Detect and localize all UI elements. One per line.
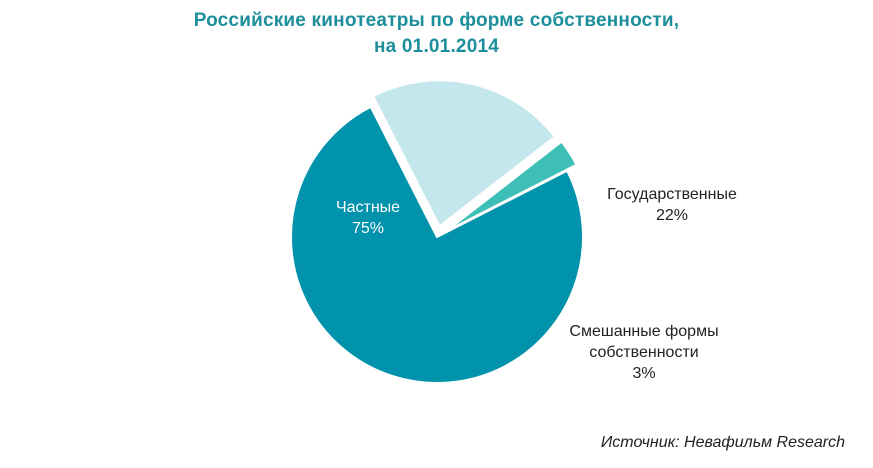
pie-slice-state [371, 79, 557, 228]
source-note: Источник: Невафильм Research [600, 434, 845, 451]
slice-name-label: собственности [589, 344, 698, 361]
pie-slice-private [290, 105, 584, 384]
chart-title: Российские кинотеатры по форме собственн… [0, 8, 873, 60]
slice-label-state: Государственные 22% [607, 186, 737, 224]
slice-label-mixed: Смешанные формы собственности 3% [569, 323, 718, 382]
slice-value-label: 75% [352, 220, 384, 237]
chart-title-line-1: Российские кинотеатры по форме собственн… [193, 10, 680, 31]
slice-label-private: Частные 75% [336, 199, 400, 237]
slice-name-label: Государственные [607, 186, 737, 203]
slice-name-label: Смешанные формы [569, 323, 718, 340]
slice-value-label: 3% [632, 365, 655, 382]
slice-name-label: Частные [336, 199, 400, 216]
slice-value-label: 22% [656, 207, 688, 224]
chart-title-line-2: на 01.01.2014 [373, 36, 499, 57]
pie-slice-mixed [445, 140, 578, 232]
